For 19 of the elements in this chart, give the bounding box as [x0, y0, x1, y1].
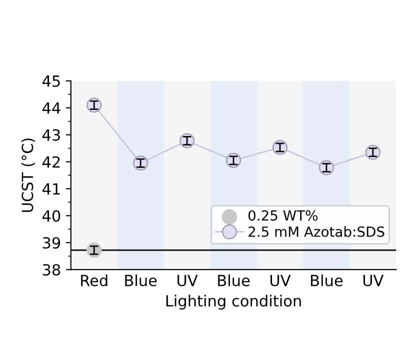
- y-tick-label: 41: [42, 183, 60, 195]
- y-tick-label: 43: [42, 129, 60, 141]
- legend-label: 0.25 WT%: [248, 210, 318, 221]
- y-tick-label: 42: [42, 156, 60, 168]
- x-tick-label: UV: [363, 274, 384, 286]
- x-tick-label: Red: [81, 274, 108, 286]
- x-tick-label: Blue: [218, 274, 250, 286]
- x-tick-label: UV: [178, 274, 198, 286]
- y-axis-title: UCST (°C): [21, 138, 36, 212]
- y-tick-label: 40: [42, 210, 60, 222]
- y-tick-label: 45: [42, 76, 60, 87]
- y-tick-label: 39: [42, 237, 60, 249]
- x-tick-label: Blue: [125, 274, 157, 286]
- legend-label: 2.5 mM Azotab:SDS: [248, 226, 384, 237]
- x-tick-label: Blue: [311, 274, 343, 286]
- y-tick-label: 44: [42, 102, 60, 114]
- y-tick-label: 38: [42, 264, 60, 276]
- x-tick-label: UV: [270, 274, 291, 286]
- x-axis-title: Lighting condition: [166, 294, 301, 310]
